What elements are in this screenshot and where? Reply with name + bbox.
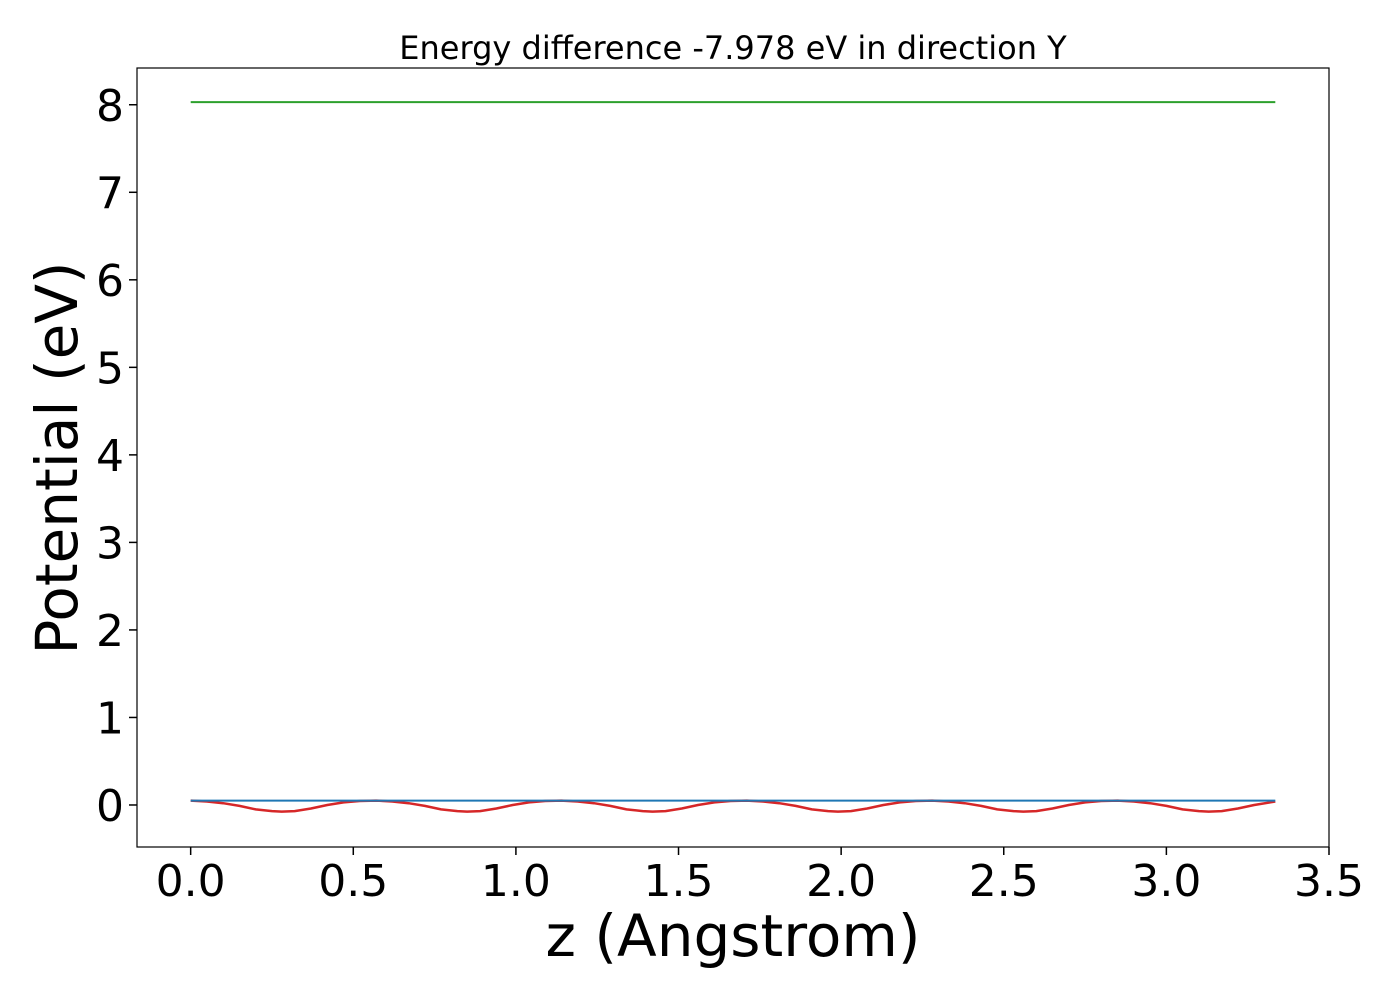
y-tick-label: 3 <box>96 518 124 569</box>
y-axis-ticks: 0 1 2 3 4 5 6 7 8 <box>96 81 137 832</box>
x-axis-ticks: 0.0 0.5 1.0 1.5 2.0 2.5 3.0 3.5 <box>156 847 1364 907</box>
y-tick-label: 6 <box>96 256 124 307</box>
x-tick-label: 2.0 <box>806 856 876 907</box>
x-tick-label: 0.5 <box>318 856 388 907</box>
red-series-line <box>190 799 1276 813</box>
y-tick-label: 7 <box>96 168 124 219</box>
x-tick-label: 1.5 <box>644 856 714 907</box>
plot-frame <box>136 67 1330 848</box>
y-tick-label: 1 <box>96 693 124 744</box>
x-tick-label: 3.0 <box>1131 856 1201 907</box>
y-tick-label: 8 <box>96 81 124 132</box>
x-axis-label: z (Angstrom) <box>546 902 921 970</box>
y-tick-label: 2 <box>96 606 124 657</box>
x-tick-label: 0.0 <box>156 856 226 907</box>
x-tick-label: 2.5 <box>969 856 1039 907</box>
y-tick-label: 0 <box>96 781 124 832</box>
x-tick-label: 1.0 <box>481 856 551 907</box>
chart-title: Energy difference -7.978 eV in direction… <box>399 29 1067 67</box>
x-tick-label: 3.5 <box>1294 856 1364 907</box>
y-axis-label: Potential (eV) <box>23 261 91 654</box>
y-tick-label: 5 <box>96 343 124 394</box>
y-tick-label: 4 <box>96 431 124 482</box>
series-layer <box>190 101 1276 813</box>
